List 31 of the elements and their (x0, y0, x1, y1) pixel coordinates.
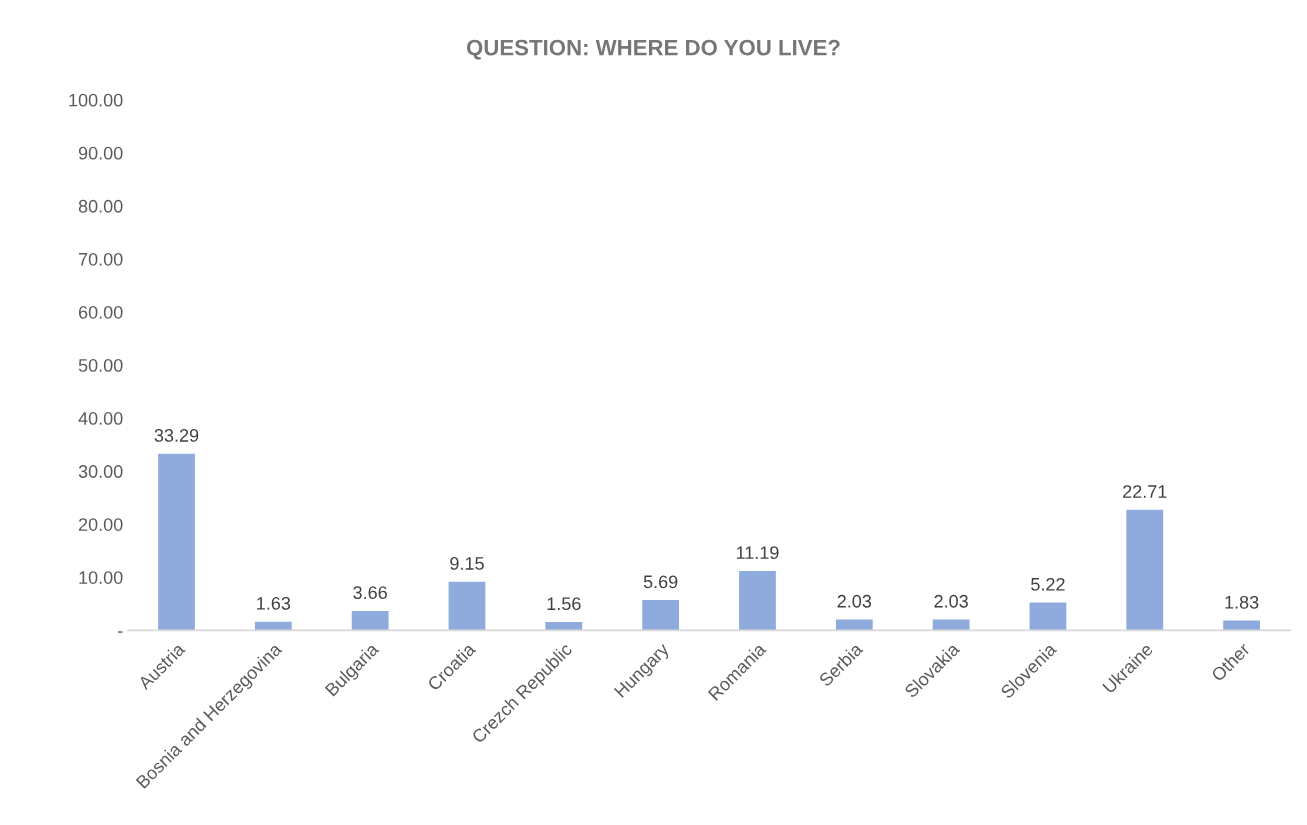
y-tick-label: 60.00 (78, 305, 123, 319)
y-tick-label: 30.00 (78, 465, 123, 478)
y-tick-label: 80.00 (78, 199, 123, 213)
bar (642, 600, 680, 631)
bar (448, 581, 486, 631)
data-label: 3.66 (353, 586, 387, 599)
y-tick-label: 70.00 (78, 252, 123, 266)
data-label: 5.22 (1031, 577, 1065, 591)
bar (351, 610, 389, 631)
data-label: 1.56 (547, 597, 581, 611)
data-label: 5.69 (643, 575, 678, 589)
y-tick-label: 10.00 (79, 571, 123, 584)
y-tick-label: - (118, 631, 123, 633)
bar (1126, 509, 1164, 631)
bar (739, 570, 776, 631)
data-label: 22.71 (1123, 485, 1167, 498)
data-label: 9.15 (450, 557, 484, 570)
bar (1029, 602, 1067, 631)
data-label: 2.03 (837, 594, 872, 608)
bar (158, 453, 195, 631)
y-tick-label: 20.00 (78, 518, 123, 531)
data-label: 33.29 (154, 429, 199, 442)
y-tick-label: 50.00 (78, 359, 123, 372)
y-tick-label: 90.00 (78, 146, 123, 160)
chart-title: QUESTION: WHERE DO YOU LIVE? (466, 39, 840, 60)
y-tick-label: 40.00 (78, 412, 123, 425)
data-label: 2.03 (934, 594, 968, 608)
y-tick-label: 100.00 (69, 93, 123, 107)
data-label: 11.19 (736, 546, 779, 560)
data-label: 1.63 (257, 596, 291, 610)
data-label: 1.83 (1225, 595, 1259, 609)
